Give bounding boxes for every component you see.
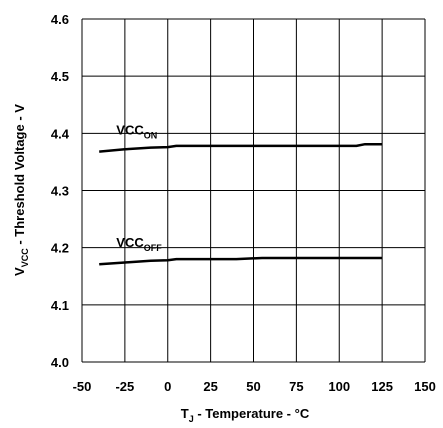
series-label-sub: ON <box>144 131 158 141</box>
y-tick-label: 4.5 <box>51 69 69 84</box>
x-tick-label: 25 <box>203 379 217 394</box>
grid <box>81 18 426 363</box>
y-tick-label: 4.4 <box>51 126 70 141</box>
y-axis-title-main: V <box>12 267 27 276</box>
y-tick-labels: 4.0 4.1 4.2 4.3 4.4 4.5 4.6 <box>51 12 70 370</box>
series-label-main: VCC <box>116 235 144 250</box>
x-tick-label: -50 <box>73 379 92 394</box>
x-axis-title-rest: - Temperature - °C <box>194 406 310 421</box>
x-tick-label: -25 <box>115 379 134 394</box>
series-line-on <box>99 142 383 153</box>
x-tick-label: 0 <box>164 379 171 394</box>
series-label-main: VCC <box>116 123 144 138</box>
x-tick-label: 100 <box>328 379 350 394</box>
x-tick-label: 50 <box>246 379 260 394</box>
x-axis-title-main: T <box>181 406 189 421</box>
x-axis-title: TJ - Temperature - °C <box>181 406 310 424</box>
x-tick-label: 150 <box>414 379 436 394</box>
series-label-on: VCCON <box>116 123 157 141</box>
series-label-off: VCCOFF <box>116 235 162 253</box>
series-line-off <box>99 256 383 266</box>
x-tick-labels: -50 -25 0 25 50 75 100 125 150 <box>73 379 436 394</box>
y-axis-title-sub: VCC <box>20 248 30 268</box>
y-tick-label: 4.1 <box>51 298 69 313</box>
y-axis-title-rest: - Threshold Voltage - V <box>12 104 27 249</box>
y-tick-label: 4.6 <box>51 12 69 27</box>
y-tick-label: 4.2 <box>51 241 69 256</box>
y-tick-label: 4.0 <box>51 355 69 370</box>
x-tick-label: 125 <box>371 379 393 394</box>
y-tick-label: 4.3 <box>51 184 69 199</box>
x-axis-title-sub: J <box>189 414 194 424</box>
series-label-sub: OFF <box>144 243 162 253</box>
series-lines <box>99 142 383 266</box>
y-axis-title: VVCC - Threshold Voltage - V <box>12 104 30 276</box>
x-tick-label: 75 <box>289 379 303 394</box>
